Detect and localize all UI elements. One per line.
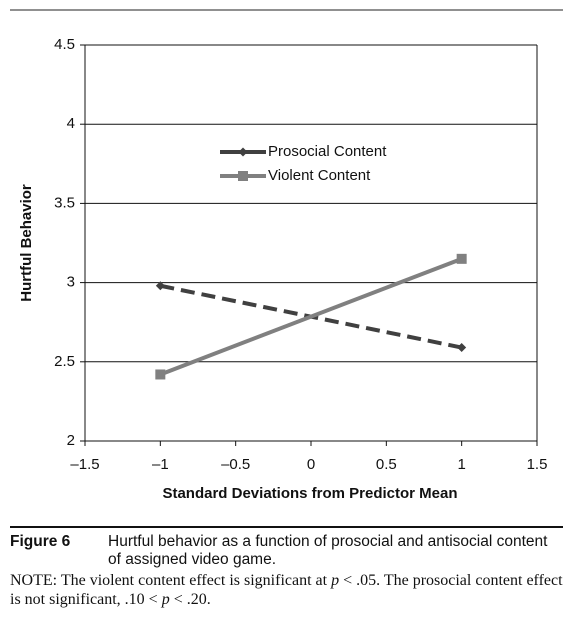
legend-marker (238, 171, 248, 181)
series-line (159, 256, 463, 377)
x-tick-label: –1.5 (70, 456, 99, 473)
legend-label: Violent Content (268, 167, 371, 184)
caption-label: Figure 6 (10, 533, 71, 550)
y-tick-label: 2.5 (54, 353, 75, 370)
data-point (457, 343, 467, 353)
chart: Hurtful Behavior Standard Deviations fro… (10, 9, 563, 528)
y-tick-label: 4 (67, 115, 75, 132)
note-text: < .20. (169, 591, 211, 608)
data-point (155, 281, 165, 291)
y-tick-label: 3.5 (54, 194, 75, 211)
y-tick-label: 3 (67, 274, 75, 291)
x-axis-label: Standard Deviations from Predictor Mean (162, 485, 457, 502)
x-tick-label: –0.5 (221, 456, 250, 473)
x-tick-label: 1 (457, 456, 465, 473)
x-tick-label: –1 (152, 456, 169, 473)
y-axis-label: Hurtful Behavior (18, 184, 35, 302)
note-text: p (331, 572, 340, 589)
figure-caption: Figure 6 Hurtful behavior as a function … (10, 533, 563, 569)
data-point (456, 253, 467, 264)
x-tick-label: 0 (307, 456, 315, 473)
note-text: < .05. The prosocial content effect is n… (10, 572, 563, 608)
note-text: NOTE: The violent content effect is sign… (10, 572, 332, 589)
note-text: p (161, 591, 170, 608)
legend-label: Prosocial Content (268, 143, 387, 160)
note: NOTE: The violent content effect is sign… (10, 571, 563, 609)
data-point (155, 369, 166, 380)
x-tick-label: 0.5 (376, 456, 397, 473)
caption-text: Hurtful behavior as a function of prosoc… (108, 533, 548, 568)
legend-marker (238, 147, 248, 157)
x-tick-label: 1.5 (527, 456, 548, 473)
y-tick-label: 4.5 (54, 36, 75, 53)
y-tick-label: 2 (67, 432, 75, 449)
